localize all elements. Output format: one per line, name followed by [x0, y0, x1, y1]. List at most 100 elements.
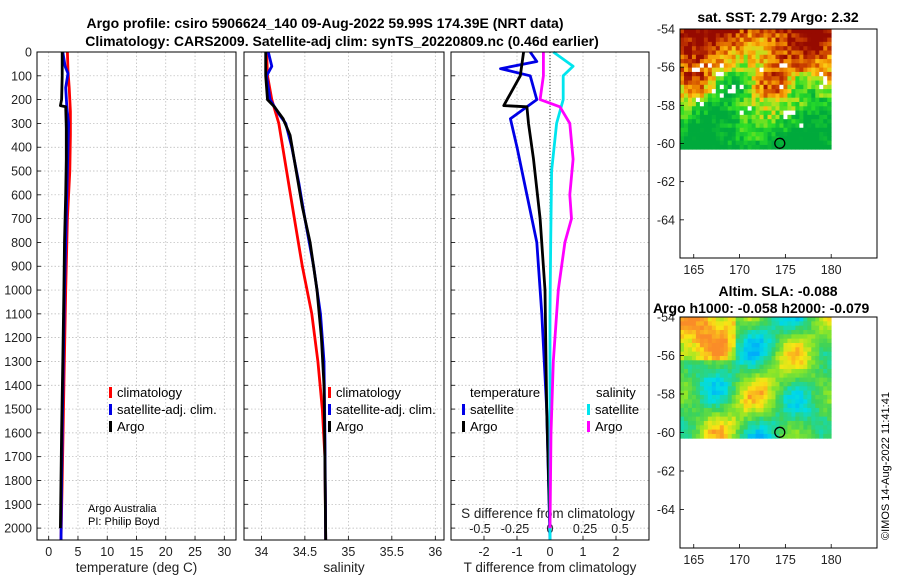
map-cell	[763, 114, 768, 120]
map-cell	[783, 136, 788, 142]
map-cell	[755, 136, 760, 142]
map-cell	[791, 355, 796, 361]
map-cell	[739, 394, 745, 400]
map-cell	[727, 101, 733, 107]
map-cell	[723, 342, 729, 348]
x-tick-label: 5	[74, 545, 81, 559]
map-cell	[715, 110, 721, 116]
map-cell	[680, 71, 685, 77]
map-cell	[711, 106, 717, 111]
map-cell	[711, 76, 717, 81]
map-cell	[795, 76, 800, 81]
map-cell	[687, 399, 693, 405]
map-cell	[795, 101, 800, 107]
map-cell	[731, 33, 737, 38]
map-cell	[691, 136, 697, 142]
map-cell	[727, 46, 733, 51]
map-cell	[767, 114, 772, 120]
map-cell	[691, 351, 697, 357]
map-cell	[739, 412, 745, 418]
map-cell	[807, 140, 812, 146]
map-cell	[799, 412, 804, 418]
map-cell	[699, 54, 705, 60]
map-cell	[759, 46, 764, 51]
map-cell	[807, 403, 812, 409]
map-cell	[731, 360, 737, 366]
x-axis-label: T difference from climatology	[464, 560, 637, 575]
map-cell	[803, 329, 808, 335]
map-cell	[707, 127, 713, 133]
map-cell	[723, 110, 729, 116]
map-cell	[811, 46, 816, 51]
map-cell	[807, 89, 812, 94]
map-y-tick-label: -54	[657, 311, 675, 325]
map-cell	[823, 33, 828, 38]
map-cell	[735, 403, 741, 409]
map-cell	[680, 321, 685, 327]
map-cell	[767, 93, 772, 99]
map-cell	[703, 351, 709, 357]
x-tick-label: 35	[341, 545, 355, 559]
map-cell	[827, 63, 832, 69]
map-cell	[719, 41, 725, 47]
map-cell	[731, 67, 737, 73]
map-cell	[719, 429, 725, 435]
map-cell	[751, 50, 756, 56]
plot-frame	[243, 51, 445, 541]
map-cell	[743, 97, 749, 103]
map-cell	[747, 63, 753, 69]
map-cell	[687, 123, 693, 129]
map-cell	[680, 381, 685, 387]
map-cell	[727, 37, 733, 43]
map-cell	[795, 106, 800, 111]
map-cell	[699, 76, 705, 81]
map-cell	[799, 136, 804, 142]
map-cell	[787, 351, 792, 357]
map-cell	[795, 390, 800, 396]
y-tick-label: 500	[11, 165, 32, 179]
map-cell	[699, 407, 705, 413]
map-cell	[739, 377, 745, 383]
map-cell	[695, 334, 701, 340]
map-cell	[783, 144, 788, 150]
map-cell	[791, 89, 796, 94]
map-cell	[747, 416, 753, 422]
map-cell	[719, 416, 725, 422]
map-cell	[775, 355, 780, 361]
map-cell	[819, 97, 824, 103]
map-cell	[751, 342, 756, 348]
map-cell	[795, 144, 800, 150]
map-cell	[731, 71, 737, 77]
map-cell	[807, 29, 812, 34]
map-cell	[815, 101, 820, 107]
map-cell	[719, 106, 725, 111]
map-cell	[719, 394, 725, 400]
map-cell	[707, 80, 713, 86]
y-tick-label: 100	[11, 69, 32, 83]
map-cell	[807, 412, 812, 418]
map-cell	[799, 101, 804, 107]
map-cell	[703, 123, 709, 129]
map-cell	[799, 50, 804, 56]
map-cell	[731, 80, 737, 86]
map-cell	[691, 140, 697, 146]
map-cell	[751, 29, 756, 34]
map-cell	[807, 407, 812, 413]
map-cell	[791, 347, 796, 353]
map-cell	[727, 364, 733, 370]
map-cell	[819, 386, 824, 392]
map-cell	[763, 54, 768, 60]
map-cell	[739, 97, 745, 103]
legend-label: satellite-adj. clim.	[336, 402, 436, 417]
map-cell	[727, 373, 733, 379]
map-cell	[731, 364, 737, 370]
map-cell	[739, 119, 745, 124]
map-cell	[775, 84, 780, 90]
map-cell	[771, 93, 776, 99]
map-cell	[767, 334, 772, 340]
map-cell	[795, 403, 800, 409]
legend-swatch	[462, 404, 465, 415]
map-cell	[715, 420, 721, 426]
map-cell	[719, 347, 725, 353]
map-cell	[775, 37, 780, 43]
